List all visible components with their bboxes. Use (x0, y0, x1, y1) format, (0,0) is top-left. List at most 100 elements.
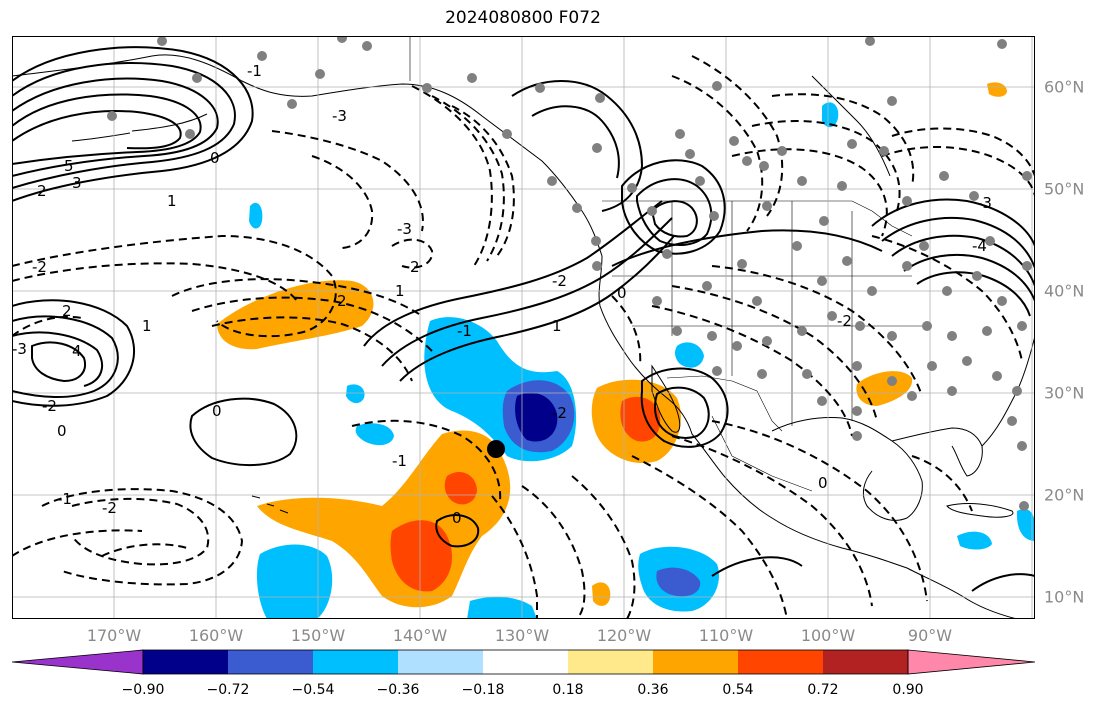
solid-contour-21 (653, 386, 710, 439)
dashed-contour-28 (731, 148, 888, 237)
dashed-contour-17 (521, 485, 586, 619)
anomaly-region-red-south-2 (444, 471, 477, 505)
colorbar-segment (653, 650, 738, 674)
contour-label: 1 (395, 282, 405, 300)
dashed-contour-11 (411, 85, 493, 267)
coastline-cuba (946, 503, 1014, 518)
solid-contour-20 (640, 367, 729, 448)
dashed-contour-32 (671, 285, 878, 422)
coastline-hawaii (251, 495, 289, 514)
lat-label: 60°N (1044, 77, 1085, 97)
contour-label: -1 (392, 452, 407, 470)
colorbar-tick-label: −0.54 (291, 682, 335, 698)
dashed-contour-13 (41, 488, 244, 586)
solid-contour-9 (31, 341, 86, 383)
borders (409, 36, 932, 492)
anomaly-region-blue-small-6 (957, 531, 992, 550)
dashed-contour-22 (711, 420, 928, 602)
lat-label: 40°N (1044, 281, 1085, 301)
lon-label: 160°W (188, 626, 244, 645)
anomaly-region-blue-small-7 (1016, 509, 1035, 541)
contour-label: 0 (57, 422, 67, 440)
solid-contour-6 (12, 299, 136, 407)
anomaly-region-blue-small-4 (675, 342, 704, 368)
dashed-contour-33 (711, 265, 923, 397)
coastline-aleutian (71, 113, 208, 142)
colorbar-extend-max (907, 649, 1036, 675)
contour-label: -4 (972, 237, 987, 255)
map-title: 2024080800 F072 (445, 8, 601, 28)
contour-label: 2 (410, 258, 420, 276)
contour-label: -3 (397, 220, 412, 238)
lon-label: 140°W (392, 626, 448, 645)
colorbar-tick-label: 0.36 (637, 682, 669, 698)
dashed-contour-27 (751, 120, 901, 212)
dashed-contour-25 (671, 75, 764, 232)
colorbar-extend-min (11, 649, 144, 675)
contour-label: 0 (617, 284, 627, 302)
dashed-contour-20 (631, 455, 788, 619)
anomaly-region-blue-small-3 (355, 423, 394, 446)
coastline-alaska (12, 54, 603, 257)
colorbar (11, 649, 1036, 675)
lon-label: 170°W (86, 626, 142, 645)
colorbar-tick-label: −0.18 (461, 682, 505, 698)
colorbar-tick-label: 0.90 (892, 682, 924, 698)
contour-label: 1 (552, 317, 562, 335)
contour-label: 3 (72, 174, 82, 192)
dashed-contour-34 (871, 235, 1023, 362)
solid-contour-18 (650, 200, 698, 238)
colorbar-segment (823, 650, 908, 674)
colorbar-segment (568, 650, 653, 674)
colorbar-tick-label: −0.36 (376, 682, 420, 698)
anomaly-region-navy (515, 392, 558, 442)
dashed-contour-3 (171, 278, 423, 317)
colorbar-tick-label: −0.90 (121, 682, 165, 698)
dashed-contour-10 (431, 95, 505, 262)
anomaly-region-orange-small-3 (592, 582, 611, 606)
anomaly-region-red-coast (620, 396, 661, 442)
colorbar-segment (398, 650, 483, 674)
contour-label: 1 (167, 192, 177, 210)
contour-label: -2 (102, 499, 117, 517)
solid-contour-3 (12, 77, 219, 177)
contour-label: -3 (977, 194, 992, 212)
lat-label: 10°N (1044, 587, 1085, 607)
contour-label: 5 (64, 157, 74, 175)
anomaly-region-orange-small-2 (987, 82, 1007, 97)
border-us-canada (602, 200, 913, 237)
contour-label: 0 (212, 402, 222, 420)
solid-contour-15 (531, 105, 620, 179)
solid-contour-1 (12, 46, 254, 202)
solid-contour-10 (189, 397, 298, 466)
coastline-gulf (771, 417, 923, 521)
solid-contour-26 (916, 271, 1031, 317)
shaded-anomalies (217, 82, 1035, 619)
storm-center-marker[interactable] (487, 440, 505, 458)
contour-label: 0 (452, 509, 462, 527)
solid-contour-14 (511, 80, 644, 212)
solid-contour-8 (12, 331, 104, 387)
dashed-contour-21 (671, 435, 873, 607)
station-dots (107, 36, 1032, 511)
anomaly-region-blue-small-5 (822, 102, 839, 128)
solid-contour-11 (363, 200, 663, 347)
anomaly-region-red-south (390, 520, 452, 592)
anomaly-region-orange-west (217, 280, 374, 350)
map-panel[interactable]: 5 3 2 1 0 -1 -2 -3 4 2 1 0 -1 -2 -3 -3 2… (12, 36, 1035, 619)
dashed-contour-8 (391, 238, 434, 269)
dashed-contour-1 (12, 234, 337, 338)
colorbar-segment (483, 650, 568, 674)
colorbar-segment (143, 650, 228, 674)
dashed-contour-35 (611, 295, 642, 367)
dashed-contours (12, 55, 1035, 619)
dashed-contour-24 (691, 55, 784, 217)
dashed-contour-16 (101, 543, 188, 557)
solid-contour-7 (12, 315, 119, 398)
solid-contour-5 (12, 110, 182, 150)
contour-label: -2 (552, 404, 567, 422)
solid-contour-22 (871, 198, 1035, 247)
anomaly-region-blue-small-2 (346, 384, 365, 404)
lon-label: 130°W (494, 626, 550, 645)
contour-label: 2 (337, 292, 347, 310)
